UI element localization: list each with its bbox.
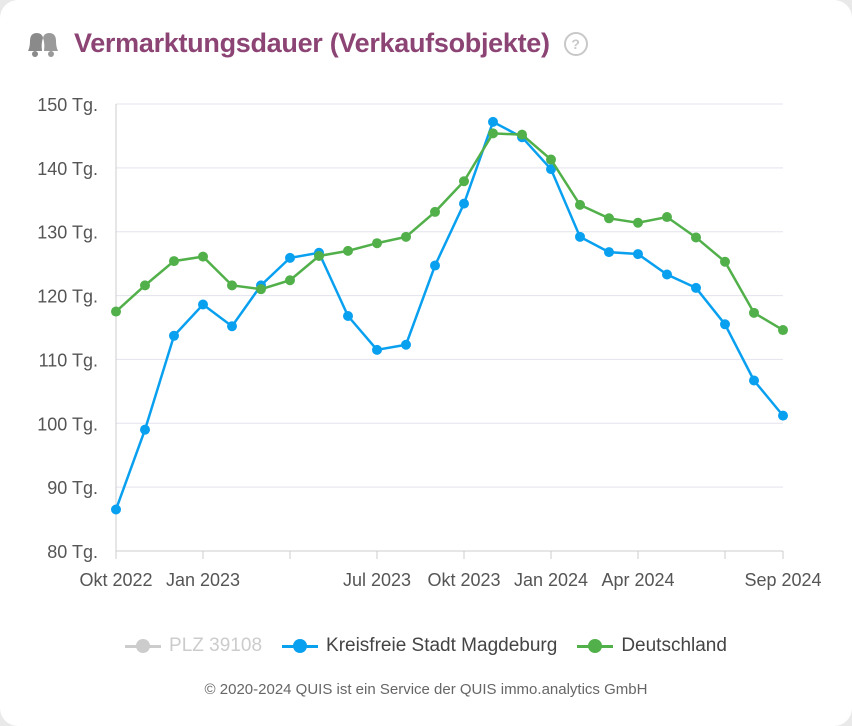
data-point bbox=[459, 176, 469, 187]
data-point bbox=[488, 128, 498, 139]
data-point bbox=[691, 282, 701, 293]
legend-marker bbox=[577, 637, 614, 655]
data-point bbox=[140, 280, 150, 291]
x-tick-label: Okt 2022 bbox=[79, 570, 152, 590]
y-tick-label: 130 Tg. bbox=[37, 223, 98, 243]
line-chart: 80 Tg. 90 Tg. 100 Tg. 110 Tg. 120 Tg. 130 Tg.… bbox=[37, 95, 821, 590]
data-point bbox=[169, 330, 179, 341]
data-point bbox=[459, 198, 469, 209]
data-point bbox=[691, 232, 701, 243]
data-point bbox=[401, 339, 411, 350]
data-point bbox=[546, 164, 556, 175]
data-point bbox=[720, 256, 730, 267]
legend: PLZ 39108 Kreisfreie Stadt Magdeburg Deu… bbox=[0, 635, 852, 657]
data-point bbox=[285, 275, 295, 286]
x-tick-label: Jan 2024 bbox=[514, 570, 588, 590]
y-tick-label: 140 Tg. bbox=[37, 159, 98, 179]
data-point bbox=[343, 245, 353, 256]
y-tick-label: 150 Tg. bbox=[37, 95, 98, 115]
x-tick-label: Sep 2024 bbox=[744, 570, 821, 590]
data-point bbox=[111, 306, 121, 317]
data-point bbox=[140, 424, 150, 435]
legend-item-magdeburg[interactable]: Kreisfreie Stadt Magdeburg bbox=[282, 635, 557, 657]
data-point bbox=[227, 321, 237, 332]
bells-icon bbox=[28, 32, 58, 57]
legend-item-deutschland[interactable]: Deutschland bbox=[577, 635, 727, 657]
data-point bbox=[430, 260, 440, 271]
data-point bbox=[198, 251, 208, 262]
data-point bbox=[517, 129, 527, 140]
data-point bbox=[633, 249, 643, 260]
chart-title: Vermarktungsdauer (Verkaufsobjekte) bbox=[74, 28, 550, 58]
data-point bbox=[227, 280, 237, 291]
x-tick-label: Okt 2023 bbox=[427, 570, 500, 590]
data-point bbox=[546, 154, 556, 165]
data-point bbox=[662, 212, 672, 223]
data-point bbox=[169, 256, 179, 267]
x-tick-label: Jul 2023 bbox=[343, 570, 411, 590]
legend-marker bbox=[125, 637, 162, 655]
help-icon[interactable]: ? bbox=[563, 31, 588, 56]
copyright-footer: © 2020-2024 QUIS ist ein Service der QUI… bbox=[204, 681, 648, 698]
data-point bbox=[285, 252, 295, 263]
data-point bbox=[720, 319, 730, 330]
series-line bbox=[114, 120, 784, 510]
series-line bbox=[115, 132, 784, 332]
data-point bbox=[575, 231, 585, 242]
data-point bbox=[430, 206, 440, 217]
y-tick-label: 90 Tg. bbox=[47, 478, 98, 498]
data-point bbox=[604, 247, 614, 258]
legend-label: PLZ 39108 bbox=[169, 635, 263, 656]
x-tick-label: Apr 2024 bbox=[601, 570, 674, 590]
data-point bbox=[488, 116, 498, 127]
data-point bbox=[256, 284, 266, 295]
data-point bbox=[111, 504, 121, 515]
legend-marker bbox=[282, 637, 319, 655]
data-point bbox=[604, 213, 614, 224]
data-point bbox=[575, 199, 585, 210]
x-tick-label: Jan 2023 bbox=[166, 570, 240, 590]
legend-item-plz[interactable]: PLZ 39108 bbox=[125, 635, 262, 657]
chart-header: Vermarktungsdauer (Verkaufsobjekte) ? bbox=[24, 28, 588, 59]
y-tick-label: 80 Tg. bbox=[47, 542, 98, 562]
data-point bbox=[314, 250, 324, 261]
data-point bbox=[401, 231, 411, 242]
data-point bbox=[749, 307, 759, 318]
data-point bbox=[372, 238, 382, 249]
data-point bbox=[372, 344, 382, 355]
y-tick-label: 120 Tg. bbox=[37, 287, 98, 307]
data-point bbox=[778, 325, 788, 336]
data-point bbox=[778, 410, 788, 421]
data-point bbox=[749, 375, 759, 386]
y-tick-label: 100 Tg. bbox=[37, 414, 98, 434]
legend-label: Deutschland bbox=[621, 635, 727, 656]
data-point bbox=[662, 269, 672, 280]
y-tick-label: 110 Tg. bbox=[39, 350, 98, 370]
data-point bbox=[343, 311, 353, 322]
legend-label: Kreisfreie Stadt Magdeburg bbox=[326, 635, 558, 656]
data-point bbox=[633, 217, 643, 228]
data-point bbox=[198, 299, 208, 310]
